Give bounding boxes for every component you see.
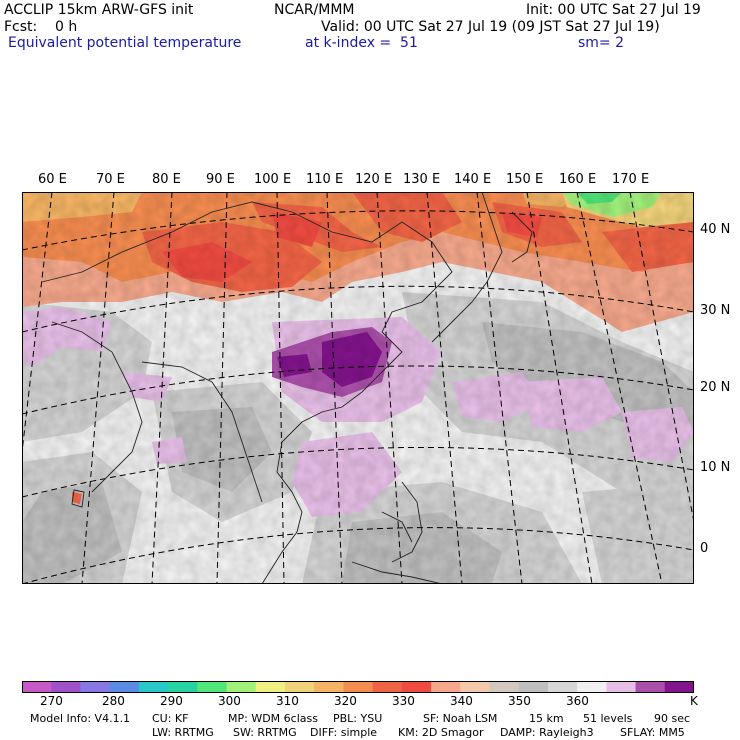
colorbar-swatch xyxy=(138,681,169,693)
pbl-scheme: PBL: YSU xyxy=(333,712,383,725)
forecast-hour: Fcst: 0 h xyxy=(4,19,78,35)
lon-label: 160 E xyxy=(559,172,597,187)
cumulus-scheme: CU: KF xyxy=(152,712,189,725)
colorbar-swatch xyxy=(664,681,694,693)
lon-label: 110 E xyxy=(306,172,344,187)
level-label: at k-index = 51 xyxy=(305,35,418,51)
colorbar-swatch xyxy=(51,681,81,693)
valid-time: Valid: 00 UTC Sat 27 Jul 19 (09 JST Sat … xyxy=(321,19,660,35)
colorbar-label: 300 xyxy=(218,694,241,708)
lon-label: 120 E xyxy=(355,172,393,187)
lon-label: 80 E xyxy=(152,172,181,187)
lat-label: 30 N xyxy=(700,303,731,318)
colorbar-swatch xyxy=(401,681,432,693)
lon-label: 90 E xyxy=(206,172,235,187)
colorbar-unit: K xyxy=(690,694,698,708)
colorbar-swatch xyxy=(635,681,666,693)
surface-scheme: SF: Noah LSM xyxy=(423,712,498,725)
colorbar-label: 360 xyxy=(566,694,589,708)
colorbar-swatch xyxy=(372,681,403,693)
colorbar-swatch xyxy=(343,681,374,693)
colorbar-label: 310 xyxy=(276,694,299,708)
lat-label: 20 N xyxy=(700,380,731,395)
longwave-scheme: LW: RRTMG xyxy=(152,726,214,739)
diffusion: DIFF: simple xyxy=(310,726,378,739)
damping: DAMP: Rayleigh3 xyxy=(500,726,594,739)
shortwave-scheme: SW: RRTMG xyxy=(233,726,297,739)
graticule xyxy=(22,192,694,584)
colorbar-swatch xyxy=(577,681,607,693)
model-title: ACCLIP 15km ARW-GFS init xyxy=(4,2,194,18)
field-name: Equivalent potential temperature xyxy=(8,35,242,51)
colorbar-swatch xyxy=(547,681,578,693)
colorbar-swatch xyxy=(80,681,111,693)
theta-e-map xyxy=(22,192,694,584)
lon-label: 170 E xyxy=(612,172,650,187)
colorbar-label: 330 xyxy=(392,694,415,708)
coastlines xyxy=(41,192,533,584)
colorbar-swatch xyxy=(431,681,461,693)
colorbar-swatch xyxy=(109,681,140,693)
surface-layer: SFLAY: MM5 xyxy=(620,726,685,739)
lat-label: 40 N xyxy=(700,222,731,237)
colorbar-swatch xyxy=(168,681,198,693)
colorbar-swatch xyxy=(314,681,344,693)
colorbar-swatch xyxy=(22,681,52,693)
lon-label: 140 E xyxy=(454,172,492,187)
resolution: 15 km xyxy=(529,712,564,725)
lon-label: 130 E xyxy=(403,172,441,187)
colorbar-swatch xyxy=(606,681,637,693)
lon-label: 60 E xyxy=(38,172,67,187)
colorbar-label: 350 xyxy=(508,694,531,708)
init-time: Init: 00 UTC Sat 27 Jul 19 xyxy=(526,2,701,18)
lon-label: 150 E xyxy=(506,172,544,187)
lat-label: 0 xyxy=(700,541,709,556)
center-name: NCAR/MMM xyxy=(274,2,355,18)
colorbar-label: 320 xyxy=(334,694,357,708)
microphysics-scheme: MP: WDM 6class xyxy=(228,712,318,725)
lon-label: 70 E xyxy=(96,172,125,187)
colorbar xyxy=(22,681,694,693)
lat-label: 10 N xyxy=(700,460,731,475)
lon-label: 100 E xyxy=(254,172,292,187)
colorbar-swatch xyxy=(460,681,490,693)
colorbar-label: 340 xyxy=(450,694,473,708)
colorbar-swatch xyxy=(255,681,286,693)
colorbar-label: 290 xyxy=(160,694,183,708)
colorbar-border xyxy=(22,681,694,693)
colorbar-swatch xyxy=(226,681,257,693)
colorbar-swatch xyxy=(284,681,315,693)
colorbar-swatch xyxy=(518,681,549,693)
smoothing-label: sm= 2 xyxy=(578,35,625,51)
levels: 51 levels xyxy=(583,712,633,725)
km-option: KM: 2D Smagor xyxy=(398,726,484,739)
model-info: Model Info: V4.1.1 xyxy=(30,712,131,725)
colorbar-label: 280 xyxy=(102,694,125,708)
timestep: 90 sec xyxy=(654,712,691,725)
colorbar-swatch xyxy=(197,681,228,693)
colorbar-label: 270 xyxy=(40,694,63,708)
colorbar-swatch xyxy=(489,681,520,693)
